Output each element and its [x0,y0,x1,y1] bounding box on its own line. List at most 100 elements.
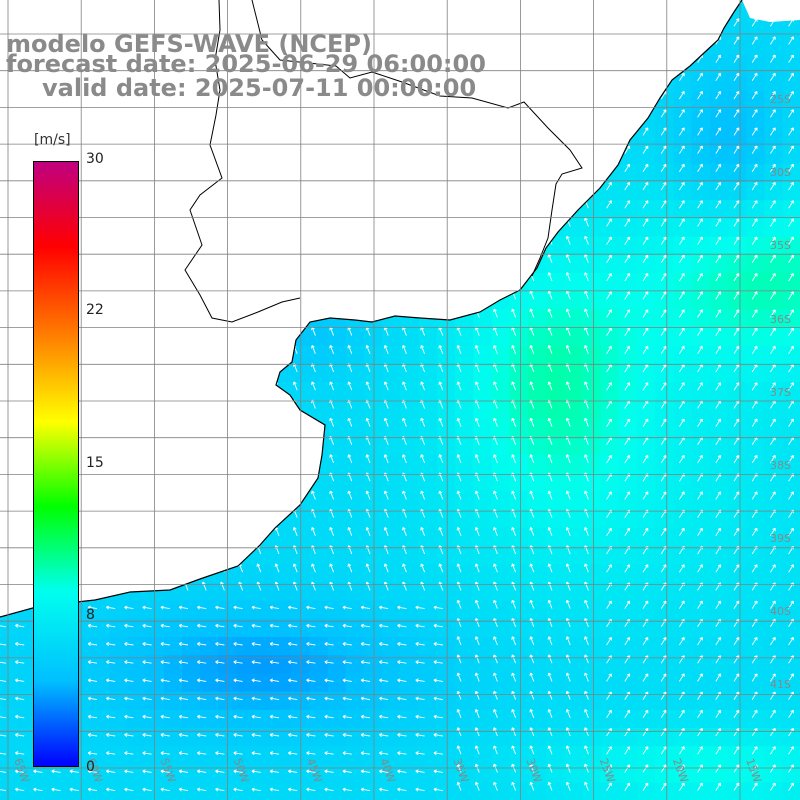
wind-cell [309,582,329,602]
wind-cell [400,473,420,492]
wind-cell [345,527,365,547]
wind-cell [600,709,620,729]
wind-arrow [124,623,134,628]
wind-arrow [360,787,371,792]
wind-cell [273,546,292,565]
wind-arrow [288,641,298,646]
wind-arrow [347,490,353,500]
wind-cell [418,673,438,693]
wind-cell [182,764,201,784]
wind-arrow [493,454,498,464]
wind-cell [691,218,711,238]
wind-cell [327,473,347,492]
wind-cell [637,527,656,547]
wind-cell [746,163,765,183]
wind-cell [691,546,711,565]
wind-cell [728,327,747,347]
wind-arrow [215,696,225,701]
wind-cell [109,746,128,765]
wind-arrow [0,660,7,664]
wind-arrow [256,563,262,573]
wind-cell [600,728,620,747]
wind-cell [527,673,547,693]
wind-arrow [660,254,667,264]
wind-cell [655,491,674,511]
wind-cell [364,418,383,438]
wind-cell [564,527,583,547]
wind-arrow [679,309,685,318]
wind-arrow [624,600,631,609]
wind-arrow [379,769,389,774]
wind-cell [691,709,711,729]
wind-cell [746,673,765,693]
wind-cell [746,91,765,110]
wind-cell [546,382,565,401]
wind-arrow [493,563,498,573]
wind-arrow [0,788,7,792]
wind-arrow [306,660,316,665]
wind-cell [564,291,583,310]
wind-arrow [106,714,116,719]
wind-cell [564,254,583,274]
wind-cell [637,764,656,784]
wind-arrow [324,732,334,737]
wind-arrow [415,769,425,774]
wind-cell [564,436,583,456]
wind-cell [109,691,128,711]
wind-arrow [606,327,612,336]
wind-cell [655,400,674,420]
wind-arrow [215,605,225,610]
wind-arrow [379,714,389,719]
wind-cell [782,36,800,56]
wind-cell [345,455,365,474]
wind-cell [309,564,329,583]
wind-cell [436,691,456,711]
wind-arrow [215,787,225,792]
wind-arrow [178,660,189,665]
wind-cell [364,527,383,547]
wind-cell [436,637,456,656]
wind-cell [764,309,784,329]
wind-cell [491,618,511,638]
wind-arrow [584,636,589,646]
wind-arrow [269,696,280,701]
wind-arrow [33,769,43,774]
wind-cell [364,364,383,383]
wind-arrow [251,787,261,792]
wind-cell [637,637,656,656]
wind-cell [345,546,365,565]
wind-cell [254,600,274,620]
wind-cell [364,764,383,784]
wind-cell [509,600,529,620]
wind-cell [364,782,383,800]
wind-arrow [565,490,571,500]
wind-arrow [15,696,25,701]
wind-arrow [606,709,612,719]
wind-cell [327,418,347,438]
wind-cell [728,182,747,201]
wind-arrow [178,769,189,774]
wind-cell [400,673,420,693]
wind-cell [400,618,420,638]
wind-arrow [402,381,407,391]
wind-cell [18,655,37,674]
wind-cell [546,673,565,693]
wind-cell [600,564,620,583]
wind-cell [436,455,456,474]
wind-cell [764,673,784,693]
colorbar-tick-0: 0 [86,759,95,775]
wind-cell [728,273,747,292]
wind-arrow [215,660,225,665]
wind-arrow [342,751,352,756]
wind-cell [236,564,256,583]
wind-arrow [269,751,280,756]
wind-cell [182,618,201,638]
wind-cell [273,564,292,583]
wind-cell [618,709,638,729]
wind-cell [582,455,602,474]
wind-arrow [474,417,480,427]
wind-arrow [584,781,589,791]
wind-arrow [606,181,612,191]
wind-cell [473,618,492,638]
wind-cell [564,418,583,438]
